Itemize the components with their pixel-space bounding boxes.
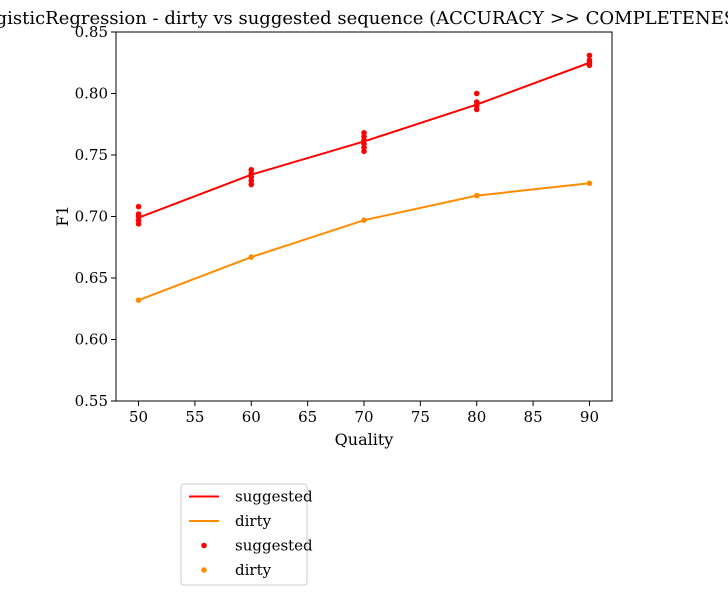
scatter-point-suggested — [586, 62, 593, 69]
scatter-point-suggested — [135, 203, 142, 210]
y-tick-label: 0.70 — [75, 208, 108, 226]
scatter-point-dirty — [248, 254, 255, 260]
legend-label: suggested — [235, 537, 313, 555]
plot-frame — [115, 31, 613, 402]
legend-label: suggested — [235, 488, 313, 506]
series-line-dirty — [138, 182, 590, 302]
x-tick-label: 60 — [242, 408, 261, 426]
y-tick-label: 0.65 — [75, 269, 108, 287]
scatter-point-dirty — [473, 192, 480, 199]
scatter-point-dirty — [135, 297, 142, 303]
x-tick-label: 90 — [580, 408, 599, 426]
y-tick-label: 0.80 — [75, 85, 108, 103]
y-tick-label: 0.55 — [75, 392, 108, 410]
x-tick-label: 75 — [411, 408, 430, 426]
scatter-point-suggested — [473, 106, 480, 113]
scatter-point-suggested — [135, 221, 142, 227]
x-tick-label: 85 — [524, 408, 543, 426]
legend-swatch-marker — [201, 567, 207, 573]
scatter-point-suggested — [248, 181, 255, 188]
x-tick-label: 55 — [185, 408, 204, 426]
x-tick-label: 70 — [354, 408, 373, 426]
scatter-point-dirty — [586, 180, 593, 187]
chart-title: LogisticRegression - dirty vs suggested … — [0, 8, 728, 29]
scatter-point-suggested — [473, 90, 480, 97]
scatter-point-dirty — [361, 217, 367, 223]
x-tick-label: 65 — [298, 408, 317, 426]
axes: 50 55 60 65 70 75 80 85 90 0.55 0.60 0.65 0.70 0.75 0.… — [75, 23, 613, 426]
plot-area — [135, 52, 593, 303]
y-axis-label: F1 — [53, 205, 72, 226]
y-tick-label: 0.85 — [75, 23, 108, 41]
legend-box — [180, 483, 308, 586]
legend: suggested dirty suggested dirty — [180, 483, 313, 586]
scatter-point-suggested — [361, 148, 367, 155]
legend-label: dirty — [235, 512, 272, 530]
x-tick-label: 80 — [467, 408, 486, 426]
y-tick-label: 0.75 — [75, 146, 108, 164]
x-axis-label: Quality — [335, 430, 394, 449]
legend-label: dirty — [235, 561, 272, 579]
y-tick-label: 0.60 — [75, 331, 108, 349]
scatter-point-suggested — [586, 52, 593, 59]
legend-swatch-marker — [201, 542, 207, 549]
x-tick-label: 50 — [129, 408, 148, 426]
